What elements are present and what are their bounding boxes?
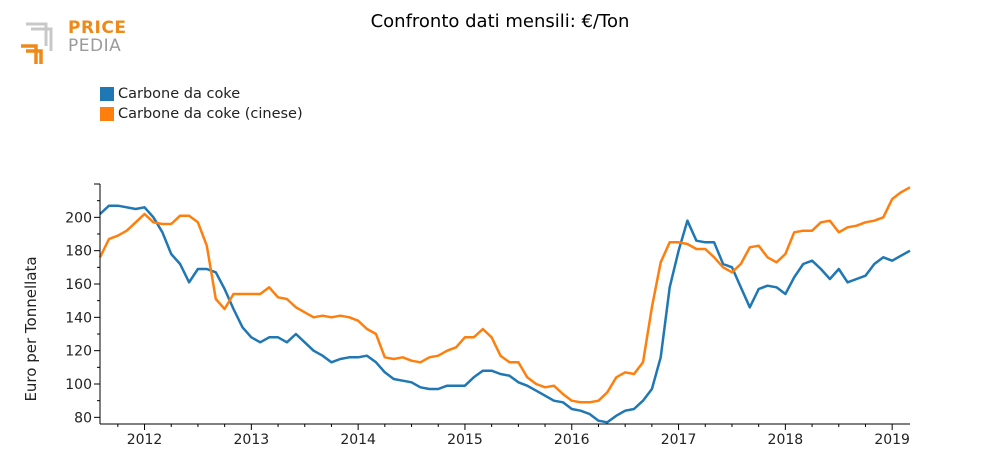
logo-mark-icon: [21, 22, 53, 64]
x-tick-label-2016: 2016: [554, 432, 590, 448]
logo-text-pedia: PEDIA: [68, 36, 122, 56]
series-line-2: [98, 186, 911, 404]
y-tick-label-120: 120: [65, 344, 92, 360]
y-tick-label-100: 100: [65, 377, 92, 393]
legend-label-series-2: Carbone da coke (cinese): [118, 106, 303, 122]
y-tick-label-200: 200: [65, 210, 92, 226]
chart-title: Confronto dati mensili: €/Ton: [370, 11, 630, 32]
y-axis-label: Euro per Tonnellata: [22, 256, 40, 401]
y-tick-label-160: 160: [65, 277, 92, 293]
chart-legend: Carbone da coke Carbone da coke (cinese): [100, 84, 303, 124]
x-tick-label-2017: 2017: [661, 432, 697, 448]
x-tick-label-2014: 2014: [340, 432, 376, 448]
legend-item-series-1[interactable]: Carbone da coke: [100, 84, 303, 104]
pricepedia-logo: PRICE PEDIA: [18, 16, 128, 68]
series-line-1: [99, 204, 911, 424]
legend-swatch-series-1: [100, 87, 114, 101]
x-tick-label-2019: 2019: [874, 432, 910, 448]
x-tick-label-2018: 2018: [768, 432, 804, 448]
y-tick-label-180: 180: [65, 244, 92, 260]
legend-label-series-1: Carbone da coke: [118, 86, 241, 102]
legend-item-series-2[interactable]: Carbone da coke (cinese): [100, 104, 303, 124]
x-tick-label-2015: 2015: [447, 432, 483, 448]
y-tick-label-80: 80: [74, 410, 92, 426]
y-tick-label-140: 140: [65, 310, 92, 326]
logo-text-price: PRICE: [68, 18, 127, 38]
legend-swatch-series-2: [100, 107, 114, 121]
x-tick-label-2013: 2013: [234, 432, 270, 448]
x-tick-label-2012: 2012: [127, 432, 163, 448]
